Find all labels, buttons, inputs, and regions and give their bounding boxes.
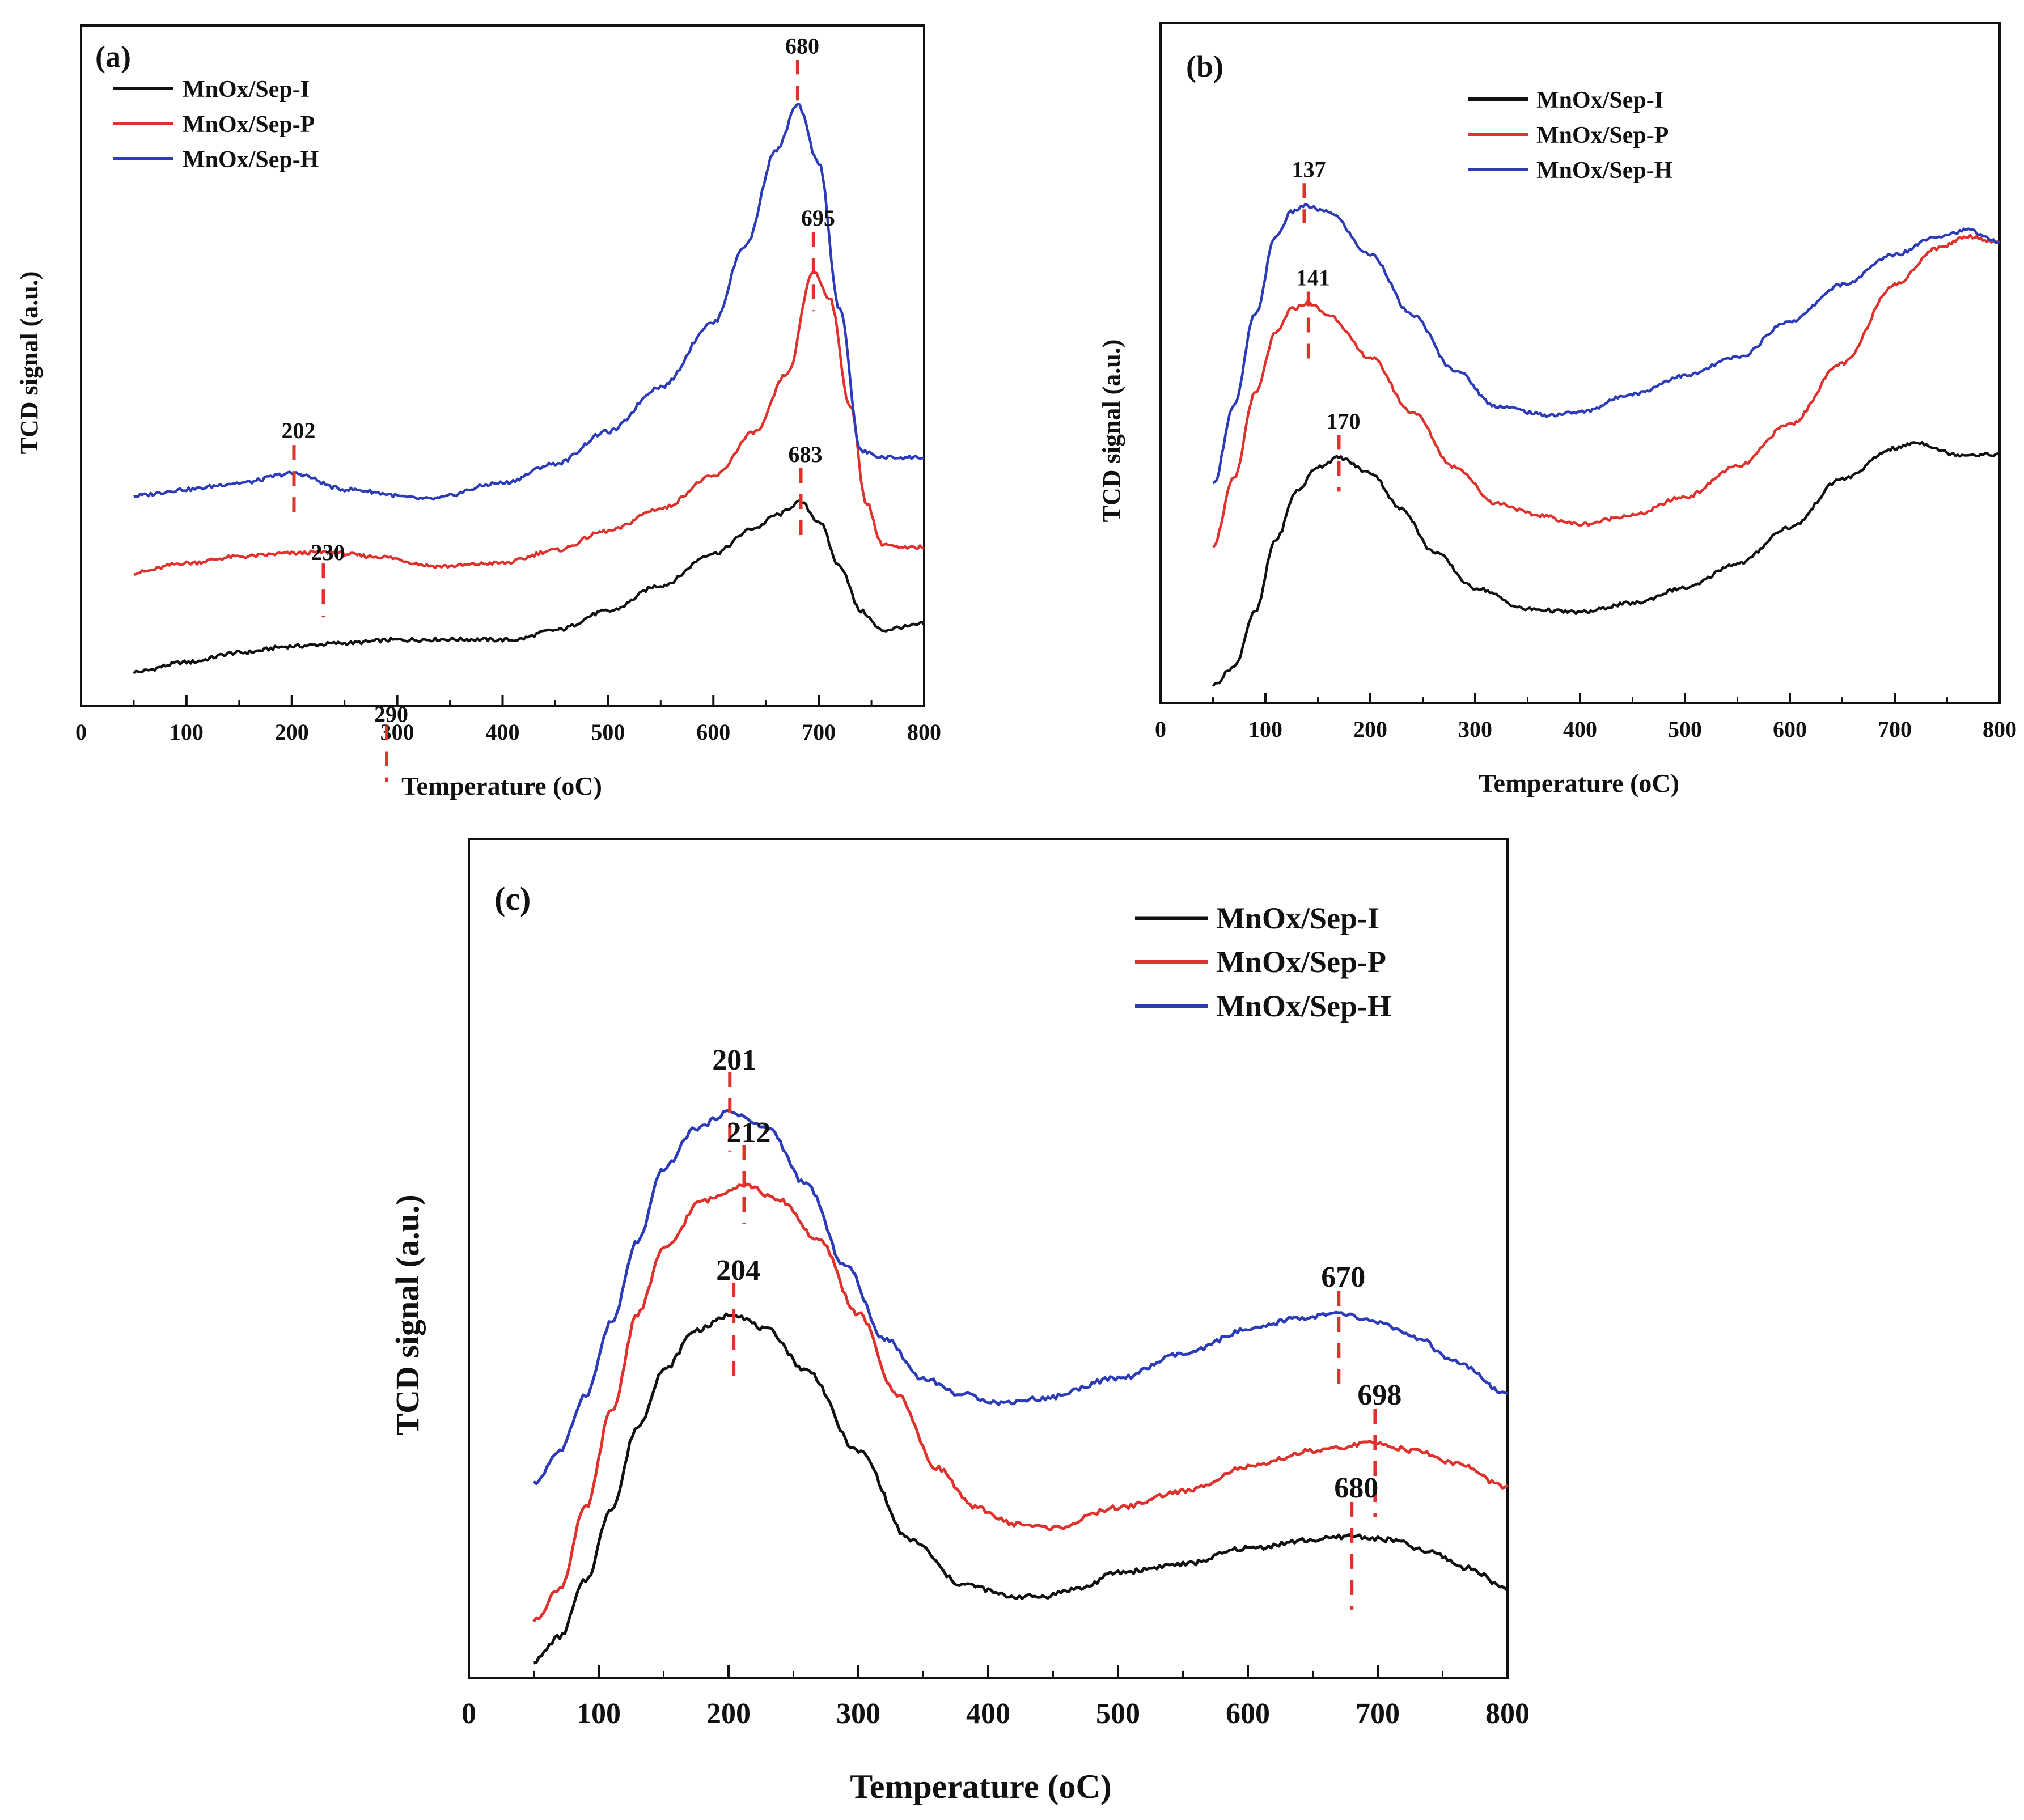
- peak-label: 204: [716, 1254, 760, 1287]
- peak-label: 230: [311, 540, 345, 565]
- x-tick-label: 500: [591, 719, 625, 745]
- x-tick-label: 0: [75, 719, 87, 745]
- series-group: [532, 1109, 1509, 1665]
- x-tick-label: 300: [836, 1698, 880, 1730]
- peak-label: 680: [785, 33, 819, 58]
- panel-label: (b): [1186, 49, 1223, 83]
- x-tick-marks: [80, 695, 925, 706]
- x-tick-label: 600: [1226, 1698, 1270, 1730]
- panel-b: 0 100 200 300 400 500 600 700 800 Temper…: [1098, 22, 2017, 797]
- peak-markers: [728, 1072, 1377, 1610]
- y-axis-label: TCD signal (a.u.): [1098, 340, 1125, 523]
- series-line-mnox-sep-p: [133, 271, 925, 576]
- x-tick-label: 700: [802, 719, 836, 745]
- peak-label: 290: [374, 701, 408, 727]
- peak-labels: 201 212 204 670 698 680: [712, 1044, 1401, 1504]
- peak-labels: 680 695 202 683 230 290: [281, 33, 835, 727]
- peak-label: 212: [726, 1117, 770, 1149]
- x-tick-label: 500: [1668, 716, 1702, 742]
- peak-label: 141: [1296, 265, 1330, 291]
- legend-label: MnOx/Sep-P: [183, 112, 315, 138]
- series-group: [133, 103, 925, 674]
- panel-a: 0 100 200 300 400 500 600 700 800 Temper…: [15, 24, 941, 800]
- x-tick-label: 0: [461, 1698, 476, 1730]
- legend-label: MnOx/Sep-I: [1216, 901, 1379, 935]
- x-tick-label: 400: [1563, 716, 1597, 742]
- peak-label: 680: [1334, 1472, 1378, 1504]
- x-tick-label: 400: [966, 1698, 1010, 1730]
- x-tick-marks: [468, 1665, 1509, 1678]
- legend-label: MnOx/Sep-P: [1536, 122, 1669, 149]
- peak-label: 695: [801, 205, 835, 231]
- x-axis-label: Temperature (oC): [401, 771, 602, 800]
- series-line-mnox-sep-i: [533, 1312, 1509, 1665]
- x-tick-label: 0: [1155, 716, 1166, 742]
- x-tick-label: 200: [706, 1698, 751, 1730]
- series-line-mnox-sep-h: [1212, 202, 2000, 485]
- series-line-mnox-sep-i: [133, 499, 925, 674]
- x-tick-label: 600: [1773, 716, 1807, 742]
- x-tick-label: 100: [170, 719, 204, 745]
- series-line-mnox-sep-i: [1212, 440, 2000, 687]
- peak-label: 170: [1327, 408, 1361, 434]
- x-tick-label: 200: [275, 719, 309, 745]
- x-tick-marks: [1159, 693, 2001, 703]
- panel-label: (a): [95, 40, 131, 74]
- peak-label: 202: [281, 418, 315, 443]
- x-tick-label: 700: [1356, 1698, 1400, 1730]
- peak-label: 670: [1321, 1261, 1365, 1293]
- legend-label: MnOx/Sep-I: [1536, 87, 1663, 113]
- x-tick-label: 800: [1983, 716, 2017, 742]
- x-tick-label: 600: [696, 719, 730, 745]
- legend-label: MnOx/Sep-H: [1216, 989, 1391, 1023]
- x-tick-label: 500: [1096, 1698, 1140, 1730]
- series-line-mnox-sep-p: [532, 1182, 1509, 1623]
- x-tick-label: 400: [486, 719, 520, 745]
- x-axis-label: Temperature (oC): [850, 1768, 1112, 1805]
- peak-markers: [292, 60, 815, 782]
- series-line-mnox-sep-h: [133, 103, 925, 501]
- x-axis-label: Temperature (oC): [1479, 769, 1679, 797]
- legend-label: MnOx/Sep-P: [1216, 945, 1386, 979]
- x-tick-label: 100: [1248, 716, 1282, 742]
- x-tick-label: 100: [577, 1698, 621, 1730]
- legend: MnOx/Sep-I MnOx/Sep-P MnOx/Sep-H: [113, 77, 319, 173]
- legend-label: MnOx/Sep-I: [183, 77, 310, 103]
- legend-label: MnOx/Sep-H: [1536, 158, 1672, 184]
- peak-labels: 137 141 170: [1292, 156, 1360, 434]
- legend: MnOx/Sep-I MnOx/Sep-P MnOx/Sep-H: [1135, 901, 1391, 1023]
- series-line-mnox-sep-p: [1212, 234, 2001, 548]
- series-line-mnox-sep-h: [532, 1109, 1508, 1486]
- peak-label: 201: [712, 1044, 756, 1076]
- series-group: [1212, 202, 2001, 687]
- x-tick-labels: 0 100 200 300 400 500 600 700 800: [75, 719, 941, 745]
- x-tick-label: 700: [1878, 716, 1912, 742]
- peak-label: 683: [789, 442, 823, 467]
- y-axis-label: TCD signal (a.u.): [15, 271, 43, 455]
- peak-label: 698: [1357, 1379, 1401, 1411]
- panel-c: 0 100 200 300 400 500 600 700 800 Temper…: [389, 838, 1530, 1805]
- legend-label: MnOx/Sep-H: [183, 147, 319, 173]
- peak-label: 137: [1292, 156, 1326, 182]
- peak-markers: [1302, 183, 1341, 492]
- x-tick-label: 300: [1458, 716, 1492, 742]
- x-tick-label: 800: [1485, 1698, 1530, 1730]
- x-tick-label: 800: [907, 719, 941, 745]
- x-tick-labels: 0 100 200 300 400 500 600 700 800: [461, 1698, 1530, 1730]
- panel-label: (c): [494, 880, 531, 917]
- legend: MnOx/Sep-I MnOx/Sep-P MnOx/Sep-H: [1468, 87, 1672, 184]
- x-tick-labels: 0 100 200 300 400 500 600 700 800: [1155, 716, 2017, 742]
- x-tick-label: 200: [1353, 716, 1387, 742]
- y-axis-label: TCD signal (a.u.): [389, 1194, 426, 1435]
